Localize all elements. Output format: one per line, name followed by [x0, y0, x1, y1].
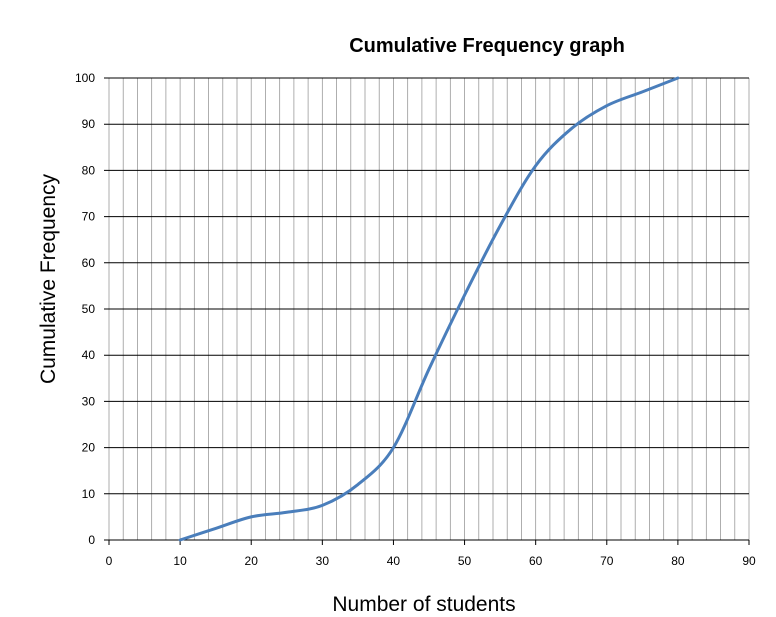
y-tick-label: 20 — [82, 441, 96, 455]
data-point — [321, 504, 324, 507]
data-point — [428, 368, 431, 371]
y-tick-label: 50 — [82, 302, 96, 316]
data-point — [214, 527, 217, 530]
data-point — [499, 224, 502, 227]
x-tick-label: 40 — [387, 554, 401, 568]
x-tick-label: 10 — [173, 554, 187, 568]
x-tick-label: 60 — [529, 554, 543, 568]
y-tick-label: 60 — [82, 256, 96, 270]
y-tick-label: 70 — [82, 210, 96, 224]
grid — [104, 77, 750, 545]
x-tick-label: 50 — [458, 554, 472, 568]
data-point — [605, 104, 608, 107]
data-point — [392, 446, 395, 449]
chart-title: Cumulative Frequency graph — [349, 35, 625, 57]
x-tick-label: 0 — [106, 554, 113, 568]
data-point — [463, 294, 466, 297]
x-axis-label: Number of students — [332, 593, 515, 616]
x-axis-ticks: 0 10 20 30 40 50 60 70 80 90 — [106, 554, 756, 568]
data-point — [250, 515, 253, 518]
y-tick-label: 40 — [82, 348, 96, 362]
y-tick-label: 10 — [82, 487, 96, 501]
data-point — [641, 90, 644, 93]
x-tick-label: 30 — [316, 554, 330, 568]
data-point — [179, 539, 182, 542]
y-tick-label: 30 — [82, 394, 96, 408]
data-point — [534, 164, 537, 167]
x-tick-label: 70 — [600, 554, 614, 568]
data-point — [285, 511, 288, 514]
x-tick-label: 20 — [245, 554, 259, 568]
y-axis-ticks: 0 10 20 30 40 50 60 70 80 90 100 — [75, 71, 95, 547]
y-axis-label: Cumulative Frequency — [37, 173, 60, 384]
x-tick-label: 90 — [742, 554, 756, 568]
y-tick-label: 0 — [88, 533, 95, 547]
y-tick-label: 100 — [75, 71, 95, 85]
x-tick-label: 80 — [671, 554, 685, 568]
y-tick-label: 90 — [82, 117, 96, 131]
y-tick-label: 80 — [82, 163, 96, 177]
data-point — [356, 483, 359, 486]
series-line — [178, 76, 680, 542]
data-point — [676, 77, 679, 80]
data-point — [570, 127, 573, 130]
